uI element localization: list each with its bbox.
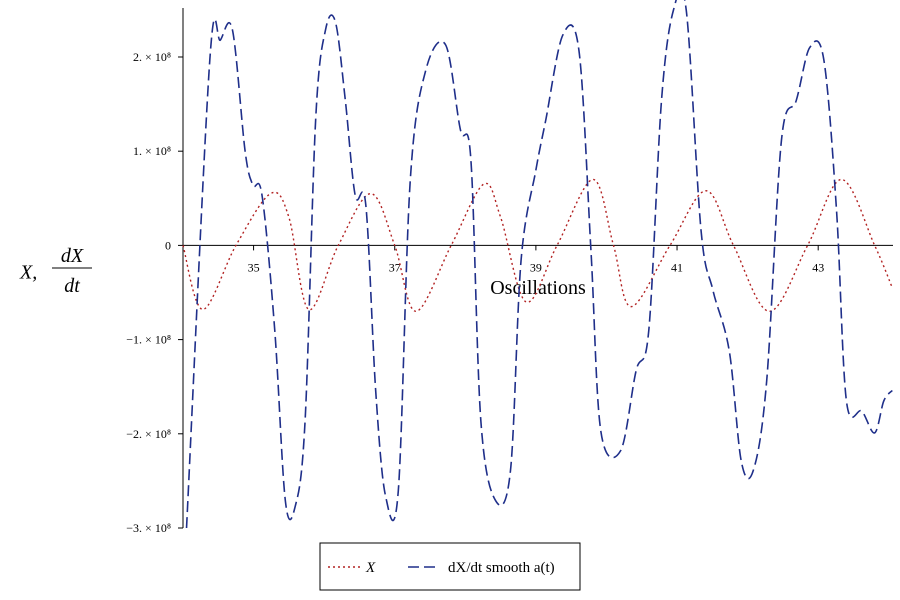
legend-box [319,542,581,591]
x-tick-label: 43 [812,260,824,274]
y-tick-label: −3. × 10⁸ [126,521,171,535]
y-axis-label-numerator: dX [61,245,84,267]
y-axis-label-denominator: dt [64,275,80,297]
x-tick-label: 39 [530,260,542,274]
legend-label: dX/dt smooth a(t) [448,560,555,576]
x-tick-label: 35 [248,260,260,274]
y-tick-label: 0 [165,238,171,252]
y-tick-label: −1. × 10⁸ [126,333,171,347]
y-tick-label: −2. × 10⁸ [126,427,171,441]
legend-label: X [365,560,376,576]
y-tick-label: 1. × 10⁸ [133,144,171,158]
x-tick-label: 41 [671,260,683,274]
series-line [185,0,893,529]
y-axis-label-name: X, [19,262,37,284]
x-tick-label: 37 [389,260,401,274]
y-tick-label: 2. × 10⁸ [133,50,171,64]
series-line [182,178,893,313]
